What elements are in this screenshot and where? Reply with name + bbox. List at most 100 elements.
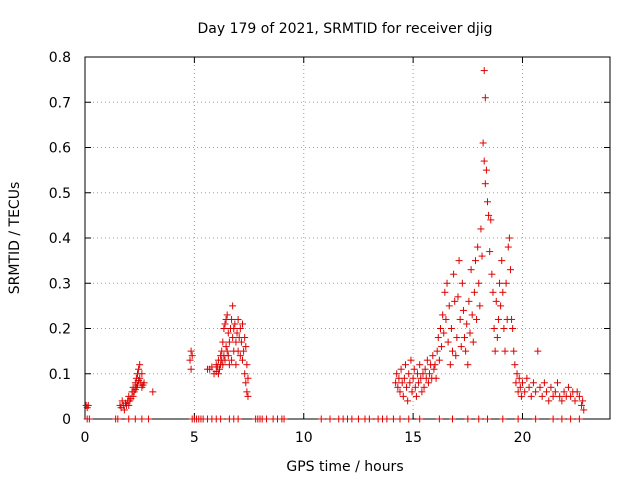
data-point — [228, 356, 236, 364]
data-point — [434, 334, 442, 342]
data-point — [558, 397, 566, 405]
data-point — [348, 415, 356, 423]
data-point — [499, 288, 507, 296]
data-point — [556, 392, 564, 400]
data-point — [485, 211, 493, 219]
data-point — [554, 379, 561, 387]
data-point — [439, 311, 447, 319]
data-point — [558, 415, 566, 423]
data-point — [431, 361, 439, 369]
data-point — [231, 320, 239, 328]
data-point — [433, 347, 441, 355]
data-point — [453, 334, 461, 342]
data-point — [418, 388, 426, 396]
data-point — [560, 388, 568, 396]
data-point — [242, 343, 250, 351]
data-point — [243, 388, 251, 396]
data-point — [244, 374, 252, 382]
data-point — [217, 415, 225, 423]
data-point — [534, 347, 542, 355]
data-point — [405, 370, 413, 378]
data-point — [435, 356, 443, 364]
data-point — [416, 361, 424, 369]
data-point — [575, 415, 583, 423]
data-point — [229, 334, 237, 342]
data-point — [502, 279, 510, 287]
data-point — [501, 347, 509, 355]
data-point — [545, 397, 553, 405]
data-point — [234, 315, 242, 323]
data-point — [354, 415, 362, 423]
data-point — [491, 347, 499, 355]
data-point — [224, 352, 232, 360]
data-point — [445, 302, 453, 310]
data-point — [426, 370, 434, 378]
data-point — [125, 415, 133, 423]
data-point — [484, 415, 491, 423]
data-point — [220, 325, 228, 332]
data-point — [447, 325, 455, 332]
data-point — [521, 388, 529, 396]
data-point — [525, 383, 533, 391]
data-point — [487, 216, 495, 224]
data-point — [219, 338, 227, 346]
data-point — [223, 347, 231, 355]
data-point — [456, 315, 464, 323]
data-points — [82, 67, 588, 423]
data-point — [475, 279, 483, 287]
data-point — [514, 388, 522, 396]
data-point — [120, 406, 128, 414]
data-point — [449, 347, 456, 355]
data-point — [230, 325, 238, 332]
data-point — [517, 392, 525, 400]
data-point — [567, 415, 575, 423]
data-point — [477, 225, 485, 233]
data-point — [225, 361, 233, 369]
data-point — [543, 388, 551, 396]
plot-frame — [84, 56, 611, 420]
data-point — [459, 306, 467, 314]
data-point — [383, 415, 391, 423]
data-point — [240, 347, 248, 355]
data-point — [540, 379, 548, 387]
data-point — [186, 356, 194, 364]
axis-ticks: 0 5 10 15 20 0 0.1 0.2 0.3 0.4 0.5 0.6 0.7 0.8 — [49, 50, 610, 446]
data-point — [398, 379, 406, 387]
data-point — [394, 383, 402, 391]
data-point — [187, 365, 195, 373]
data-point — [232, 361, 240, 369]
data-point — [454, 293, 462, 301]
data-point — [129, 392, 137, 400]
data-point — [233, 329, 241, 337]
data-point — [494, 315, 502, 323]
data-point — [365, 415, 373, 423]
data-point — [536, 383, 544, 391]
data-point — [464, 361, 472, 369]
data-point — [547, 383, 555, 391]
data-point — [493, 334, 501, 342]
data-point — [484, 198, 491, 206]
data-point — [527, 392, 535, 400]
data-point — [532, 415, 540, 423]
data-point — [317, 415, 325, 423]
data-point — [403, 383, 411, 391]
data-point — [497, 302, 505, 310]
data-point — [481, 94, 489, 102]
data-point — [114, 415, 122, 423]
data-point — [131, 415, 139, 423]
data-point — [389, 415, 397, 423]
data-point — [400, 374, 408, 382]
chart-title: Day 179 of 2021, SRMTID for receiver dji… — [198, 21, 493, 37]
data-point — [419, 370, 427, 378]
data-point — [573, 388, 581, 396]
data-point — [408, 388, 416, 396]
data-point — [461, 334, 469, 342]
data-point — [481, 180, 489, 188]
data-point — [458, 279, 466, 287]
y-tick-label: 0.8 — [49, 50, 71, 66]
data-point — [221, 320, 229, 328]
data-point — [138, 415, 146, 423]
data-point — [406, 379, 414, 387]
x-tick-label: 5 — [190, 430, 199, 446]
data-point — [578, 401, 586, 409]
